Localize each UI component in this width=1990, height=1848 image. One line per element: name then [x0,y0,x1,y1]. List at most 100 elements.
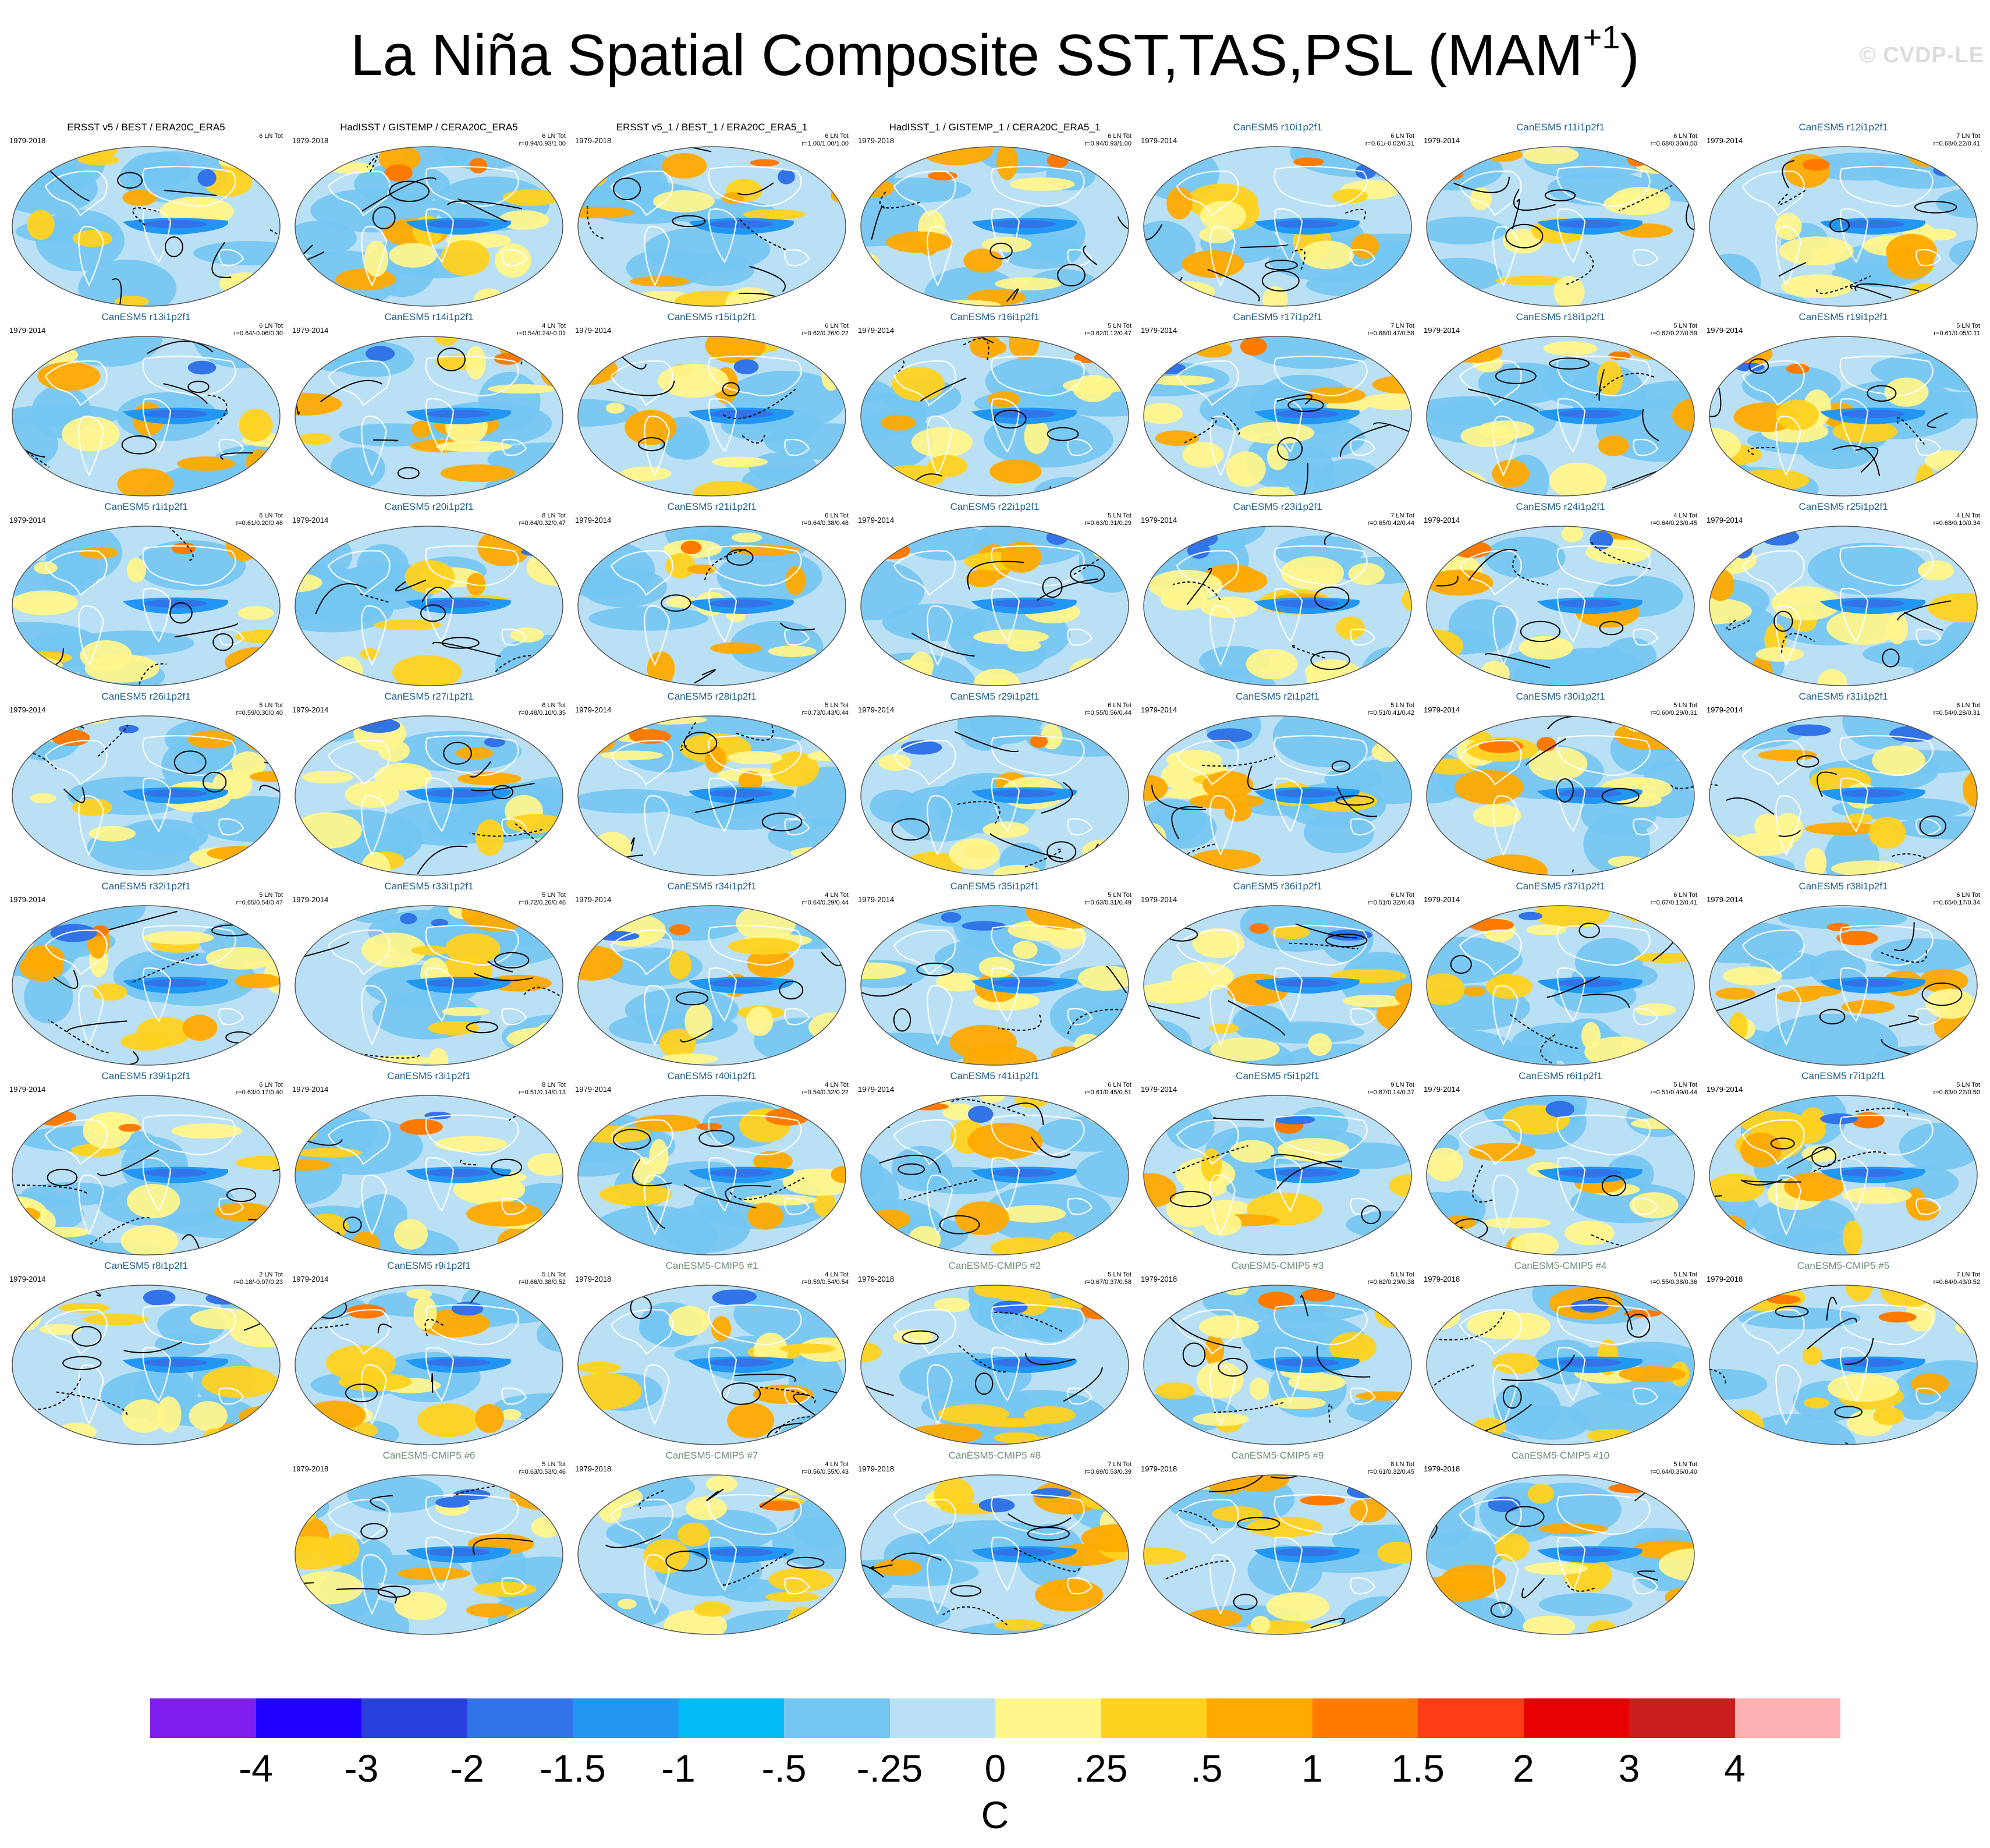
colorbar-tick-label: 3 [1618,1747,1640,1790]
panel-pattern-correlation: r=0.54/0.32/0.22 [801,1089,849,1096]
colorbar-tick-label: -.25 [856,1747,923,1790]
psl-contour [1144,224,1163,240]
psl-contour [694,669,716,684]
psl-contour [472,1537,533,1555]
psl-contour [1817,771,1838,797]
panel-count-text: 5 LN Tot [259,702,283,709]
warm-anomaly-patch [234,973,280,989]
continent-outline [1556,208,1586,264]
panel-event-count: 5 LN Tot r=0.65/0.54/0.47 [236,892,283,907]
continent-outline [44,360,108,406]
warm-anomaly-patch [1909,1200,1939,1221]
psl-contour [1179,1510,1220,1533]
panel-title: CanESM5 r30i1p2f1 [1516,691,1605,702]
warm-anomaly-patch [246,449,274,476]
globe-boundary [1143,905,1412,1066]
continent-outline [1209,985,1236,1046]
warm-anomaly-patch [902,526,930,535]
warm-anomaly-patch [1672,398,1694,432]
warm-anomaly-patch [466,573,486,596]
psl-closed-contour [1218,1357,1248,1377]
warm-anomaly-patch [1251,1616,1271,1634]
psl-contour [1166,1313,1241,1349]
warm-anomaly-patch [668,950,691,980]
continent-outline [1839,588,1869,643]
panel-count-text: 6 LN Tot [259,133,283,140]
continent-outline [425,545,519,587]
panel-count-text: 7 LN Tot [1956,133,1980,140]
warm-anomaly-patch [1150,375,1215,386]
panel-title: CanESM5 r32i1p2f1 [101,881,191,892]
warm-anomaly-patch [1203,1212,1242,1236]
panel-count-text: 6 LN Tot [1108,133,1131,140]
warm-anomaly-patch [710,642,762,654]
cold-tongue-core [709,1358,773,1367]
psl-contour [1832,445,1881,476]
continent-outline [1556,165,1651,207]
warm-anomaly-patch [1553,276,1585,306]
panel-years: 1979-2018 [858,1275,895,1283]
robinson-map [1709,715,1978,876]
warm-anomaly-patch [578,716,626,737]
warm-anomaly-patch [1266,1592,1329,1622]
psl-closed-contour [345,1384,378,1403]
cold-tongue-core [1275,979,1339,987]
psl-contour [706,1488,724,1502]
panel-pattern-correlation: r=0.55/0.56/0.44 [1084,710,1131,717]
warm-anomaly-patch [295,1106,320,1141]
warm-anomaly-patch [886,231,953,253]
panel-count-text: 5 LN Tot [1108,322,1131,329]
map-panel: CanESM5 r18i1p2f1 1979-2014 5 LN Tot r=0.67… [1420,312,1701,498]
warm-anomaly-patch [295,392,342,416]
panel-title: CanESM5-CMIP5 #3 [1231,1261,1324,1271]
panel-count-text: 6 LN Tot [825,322,849,329]
warm-anomaly-patch [476,819,504,856]
globe-boundary [295,1474,563,1635]
map-panel: CanESM5-CMIP5 #8 1979-2018 7 LN Tot r=0.69/… [854,1450,1135,1637]
warm-anomaly-patch [728,938,800,955]
warm-anomaly-patch [498,210,549,230]
psl-contour [1725,619,1752,631]
warm-anomaly-patch [1614,719,1689,751]
cool-anomaly-patch [1484,537,1566,579]
warm-anomaly-patch [187,730,235,749]
panel-title: CanESM5 r21i1p2f1 [667,502,757,512]
globe-boundary [1143,715,1412,876]
cool-anomaly-patch [1427,217,1506,245]
panel-event-count: 6 LN Tot r=0.94/0.93/1.00 [1085,133,1131,148]
warm-anomaly-patch [743,209,806,220]
warm-anomaly-patch [1356,1391,1411,1401]
psl-closed-contour [1310,651,1350,671]
warm-anomaly-patch [1199,226,1235,244]
panel-count-text: 4 LN Tot [825,1271,849,1278]
warm-anomaly-patch [114,296,149,306]
psl-contour [578,1058,625,1065]
psl-contour [822,1382,846,1397]
cool-anomaly-patch [861,560,925,620]
psl-contour [1709,672,1727,686]
warm-anomaly-patch [1351,233,1379,259]
psl-closed-contour [1335,795,1375,806]
warm-anomaly-patch [497,1225,559,1255]
strong-warm-anomaly [750,159,779,166]
panel-years: 1979-2014 [9,895,46,904]
warm-anomaly-patch [1492,460,1530,488]
psl-contour [1726,797,1775,815]
warm-anomaly-patch [171,1123,243,1139]
warm-anomaly-patch [659,1028,697,1058]
panel-pattern-correlation: r=0.59/0.54/0.54 [801,1279,849,1286]
continent-outline [610,550,673,596]
warm-anomaly-patch [1155,1382,1195,1399]
psl-contour [863,1111,890,1129]
robinson-map [577,526,846,686]
cold-tongue-core [426,1358,490,1367]
continent-outline [501,818,527,836]
panel-years: 1979-2014 [9,1275,46,1283]
continent-outline [1067,1197,1093,1215]
warm-anomaly-patch [578,1361,621,1374]
panel-count-text: 8 LN Tot [542,512,566,519]
continent-outline [1775,1175,1802,1236]
warm-anomaly-patch [295,1159,331,1171]
panel-years: 1979-2014 [1424,516,1460,524]
panel-years: 1979-2014 [858,895,895,904]
